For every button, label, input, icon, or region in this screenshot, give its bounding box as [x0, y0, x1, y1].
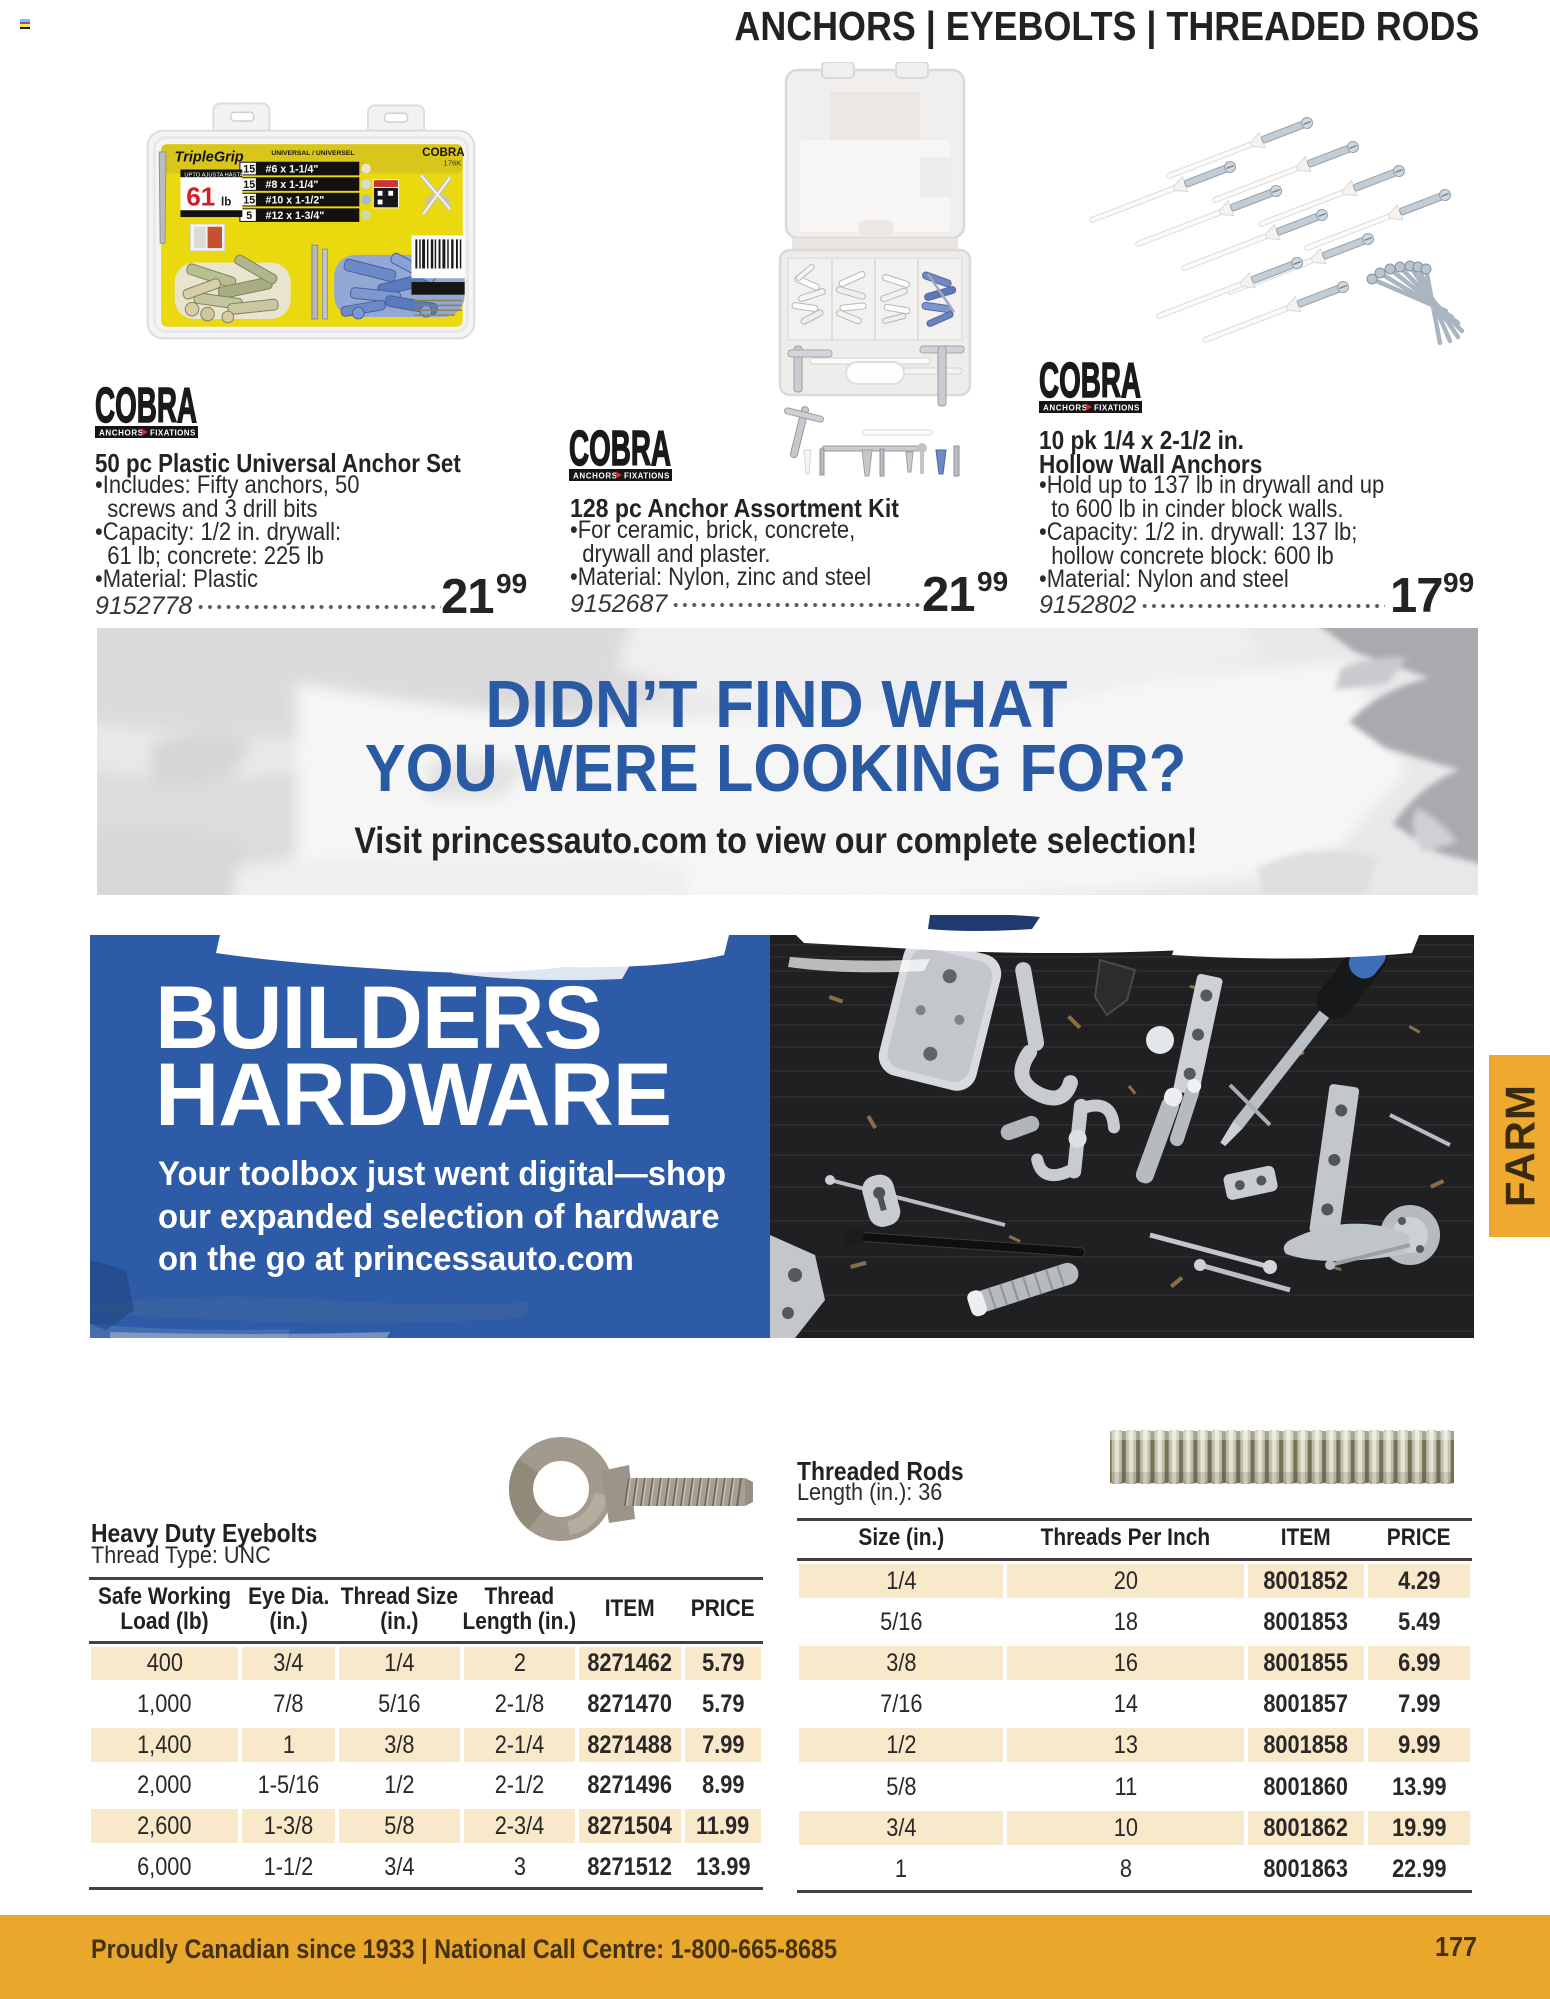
svg-text:#10 x 1-1/2": #10 x 1-1/2" [266, 194, 325, 206]
svg-text:176K: 176K [443, 159, 462, 168]
svg-text:FIXATIONS: FIXATIONS [624, 472, 670, 481]
svg-text:15: 15 [243, 179, 255, 191]
svg-text:UPTO AJUSTA HASTA: UPTO AJUSTA HASTA [184, 172, 243, 178]
svg-text:15: 15 [243, 163, 255, 175]
svg-text:ANCHORS: ANCHORS [99, 429, 144, 438]
svg-text:FIXATIONS: FIXATIONS [150, 429, 196, 438]
svg-text:#6 x 1-1/4": #6 x 1-1/4" [266, 163, 319, 175]
svg-text:#8 x 1-1/4": #8 x 1-1/4" [266, 179, 319, 191]
svg-text:FIXATIONS: FIXATIONS [1094, 404, 1140, 413]
svg-text:15: 15 [243, 194, 255, 206]
svg-text:COBRA: COBRA [1039, 360, 1141, 408]
svg-text:#12 x 1-3/4": #12 x 1-3/4" [266, 210, 325, 222]
svg-text:5: 5 [246, 210, 252, 222]
svg-text:TripleGrip: TripleGrip [175, 150, 244, 166]
svg-text:ANCHORS: ANCHORS [573, 472, 618, 481]
svg-text:ANCHORS: ANCHORS [1043, 404, 1088, 413]
svg-text:COBRA: COBRA [422, 146, 465, 159]
svg-text:COBRA: COBRA [569, 428, 671, 476]
svg-text:61: 61 [186, 181, 215, 211]
svg-text:UNIVERSAL / UNIVERSEL: UNIVERSAL / UNIVERSEL [271, 150, 354, 157]
svg-text:lb: lb [221, 195, 231, 208]
svg-text:COBRA: COBRA [95, 385, 197, 433]
